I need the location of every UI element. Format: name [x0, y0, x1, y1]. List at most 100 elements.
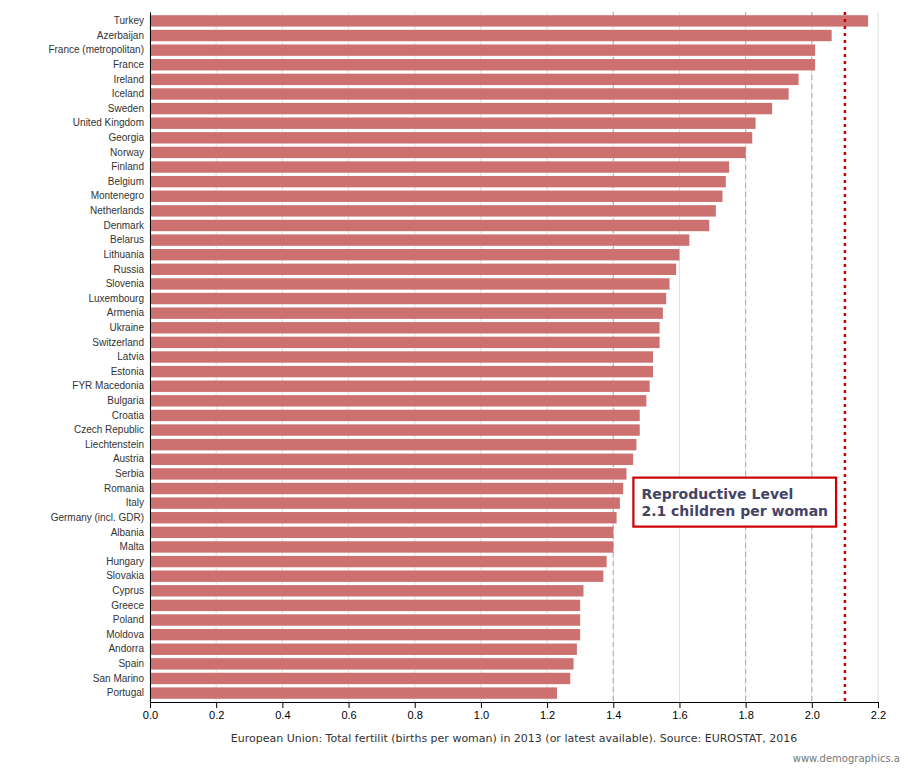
y-tick: Georgia: [108, 132, 150, 143]
bar: [150, 454, 633, 465]
y-tick: Cyprus: [112, 585, 150, 596]
y-tick: Croatia: [112, 410, 150, 421]
y-tick-label: Serbia: [115, 468, 144, 479]
bar: [150, 103, 772, 114]
plot: 0.00.20.40.60.81.01.21.41.61.82.02.2Turk…: [48, 12, 886, 721]
x-tick: 0.8: [408, 702, 423, 721]
x-tick: 0.6: [341, 702, 356, 721]
y-tick-label: Greece: [111, 600, 144, 611]
y-tick-label: Slovakia: [106, 570, 144, 581]
x-tick-label: 0.6: [341, 709, 356, 721]
y-tick-label: Azerbaijan: [97, 30, 144, 41]
y-tick: San Marino: [93, 673, 150, 684]
x-tick-mark: [282, 702, 283, 708]
bar: [150, 44, 815, 55]
y-tick-label: Latvia: [117, 351, 144, 362]
y-axis: Turkey Azerbaijan France (metropolitan) Fra…: [48, 13, 150, 703]
bar: [150, 497, 620, 508]
y-tick-label: Ireland: [113, 74, 144, 85]
y-tick-label: Moldova: [106, 629, 144, 640]
y-tick: Belarus: [110, 234, 150, 245]
bar: [150, 132, 752, 143]
bar: [150, 74, 799, 85]
bar: [150, 176, 726, 187]
y-tick: Serbia: [115, 468, 150, 479]
x-tick-label: 1.6: [672, 709, 687, 721]
y-tick-label: United Kingdom: [73, 117, 144, 128]
y-tick-label: Liechtenstein: [85, 439, 144, 450]
x-tick: 1.0: [474, 702, 489, 721]
y-tick: France: [113, 59, 150, 70]
x-axis-line: [151, 703, 879, 709]
bar: [150, 264, 676, 275]
y-tick-label: France: [113, 59, 145, 70]
y-tick: Andorra: [108, 643, 150, 654]
bar: [150, 644, 577, 655]
y-tick-label: Armenia: [107, 307, 145, 318]
x-tick-mark: [415, 702, 416, 708]
y-tick-label: Switzerland: [92, 337, 144, 348]
y-tick: Greece: [111, 600, 150, 611]
bar: [150, 424, 640, 435]
y-tick-label: FYR Macedonia: [72, 380, 144, 391]
y-tick-label: Portugal: [107, 687, 144, 698]
x-tick-label: 0.2: [209, 709, 224, 721]
reference-line: [844, 12, 847, 702]
grid-line: [150, 12, 151, 702]
grid-line: [745, 12, 746, 702]
y-tick-label: France (metropolitan): [48, 44, 144, 55]
grid-line: [878, 12, 879, 702]
x-tick-label: 1.8: [738, 709, 753, 721]
y-tick-label: Belarus: [110, 234, 144, 245]
x-tick-mark: [547, 702, 548, 708]
bar: [150, 234, 689, 245]
y-tick: Albania: [111, 527, 150, 538]
y-tick-label: Netherlands: [90, 205, 144, 216]
y-tick-label: Germany (incl. GDR): [51, 512, 144, 523]
y-tick: Estonia: [111, 366, 150, 377]
grid-line: [811, 12, 812, 702]
x-tick: 1.4: [606, 702, 621, 721]
y-tick-label: Cyprus: [112, 585, 144, 596]
y-tick: Liechtenstein: [85, 439, 150, 450]
x-tick: 0.2: [209, 702, 224, 721]
y-tick: Portugal: [107, 687, 150, 698]
x-tick-label: 0.0: [143, 709, 158, 721]
bar: [150, 278, 670, 289]
bar: [150, 585, 583, 596]
bar: [150, 205, 716, 216]
y-tick-label: Croatia: [112, 410, 145, 421]
x-tick-mark: [150, 702, 151, 708]
bar: [150, 249, 679, 260]
y-tick-label: Romania: [104, 483, 144, 494]
x-tick-mark: [679, 702, 680, 708]
bar: [150, 59, 815, 70]
y-tick-label: Czech Republic: [74, 424, 144, 435]
y-tick-label: Andorra: [108, 643, 144, 654]
y-tick-label: Bulgaria: [107, 395, 144, 406]
watermark: www.demographics.a: [793, 753, 900, 764]
highlight-line: [811, 12, 812, 702]
bar: [150, 468, 627, 479]
bar: [150, 322, 660, 333]
y-tick-label: Finland: [111, 161, 144, 172]
annotation-text: Reproductive Level2.1 children per woman: [641, 486, 828, 519]
y-tick: Hungary: [106, 556, 150, 567]
bar: [150, 570, 603, 581]
bar: [150, 191, 722, 202]
highlight-line: [745, 12, 746, 702]
y-tick-label: Turkey: [114, 15, 144, 26]
y-tick: Norway: [110, 147, 150, 158]
y-tick: Romania: [104, 483, 150, 494]
y-tick: Ireland: [113, 74, 150, 85]
bar: [150, 541, 613, 552]
grid: [150, 12, 878, 702]
y-tick: Switzerland: [92, 337, 150, 348]
x-tick-label: 0.4: [275, 709, 290, 721]
x-tick-mark: [613, 702, 614, 708]
bar: [150, 673, 570, 684]
bar: [150, 147, 746, 158]
x-tick-label: 2.2: [871, 709, 886, 721]
y-tick: Ukraine: [110, 322, 150, 333]
y-tick-label: Malta: [120, 541, 145, 552]
